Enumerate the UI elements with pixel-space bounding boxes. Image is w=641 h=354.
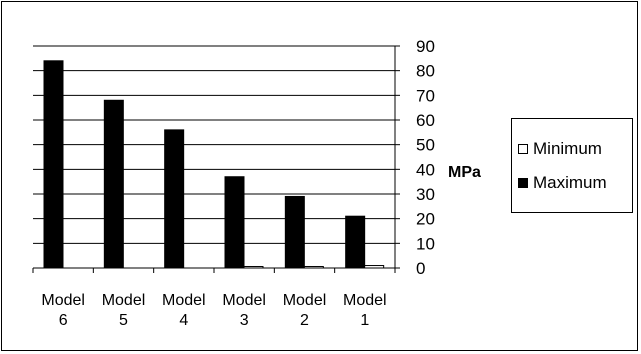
y-tick-label-40: 40 [416, 160, 435, 179]
legend-item-minimum: Minimum [512, 132, 632, 166]
y-tick-label-30: 30 [416, 185, 435, 204]
y-tick-label-50: 50 [416, 136, 435, 155]
bar-maximum-3 [224, 176, 245, 269]
legend: Minimum Maximum [511, 118, 633, 213]
x-tick-label-5: Model 1 [343, 292, 387, 329]
y-tick-label-70: 70 [416, 86, 435, 105]
bar-maximum-0 [43, 60, 64, 269]
y-tick-label-90: 90 [416, 37, 435, 56]
legend-swatch-maximum [518, 178, 528, 188]
legend-item-maximum: Maximum [512, 166, 632, 200]
bar-maximum-2 [164, 129, 185, 269]
bar-maximum-1 [103, 99, 124, 269]
legend-label-maximum: Maximum [533, 173, 607, 192]
x-tick-label-3: Model 3 [222, 292, 266, 329]
bar-maximum-5 [345, 215, 366, 269]
x-tick-label-1: Model 5 [102, 292, 146, 329]
legend-swatch-minimum [518, 144, 528, 154]
y-axis-title: MPa [448, 164, 481, 181]
y-tick-label-20: 20 [416, 210, 435, 229]
x-tick-label-2: Model 4 [162, 292, 206, 329]
y-tick-label-60: 60 [416, 111, 435, 130]
y-tick-label-0: 0 [416, 259, 425, 278]
y-tick-label-80: 80 [416, 62, 435, 81]
x-tick-label-4: Model 2 [283, 292, 327, 329]
bar-maximum-4 [284, 195, 305, 269]
legend-label-minimum: Minimum [533, 139, 602, 158]
y-tick-label-10: 10 [416, 234, 435, 253]
x-tick-label-0: Model 6 [41, 292, 85, 329]
